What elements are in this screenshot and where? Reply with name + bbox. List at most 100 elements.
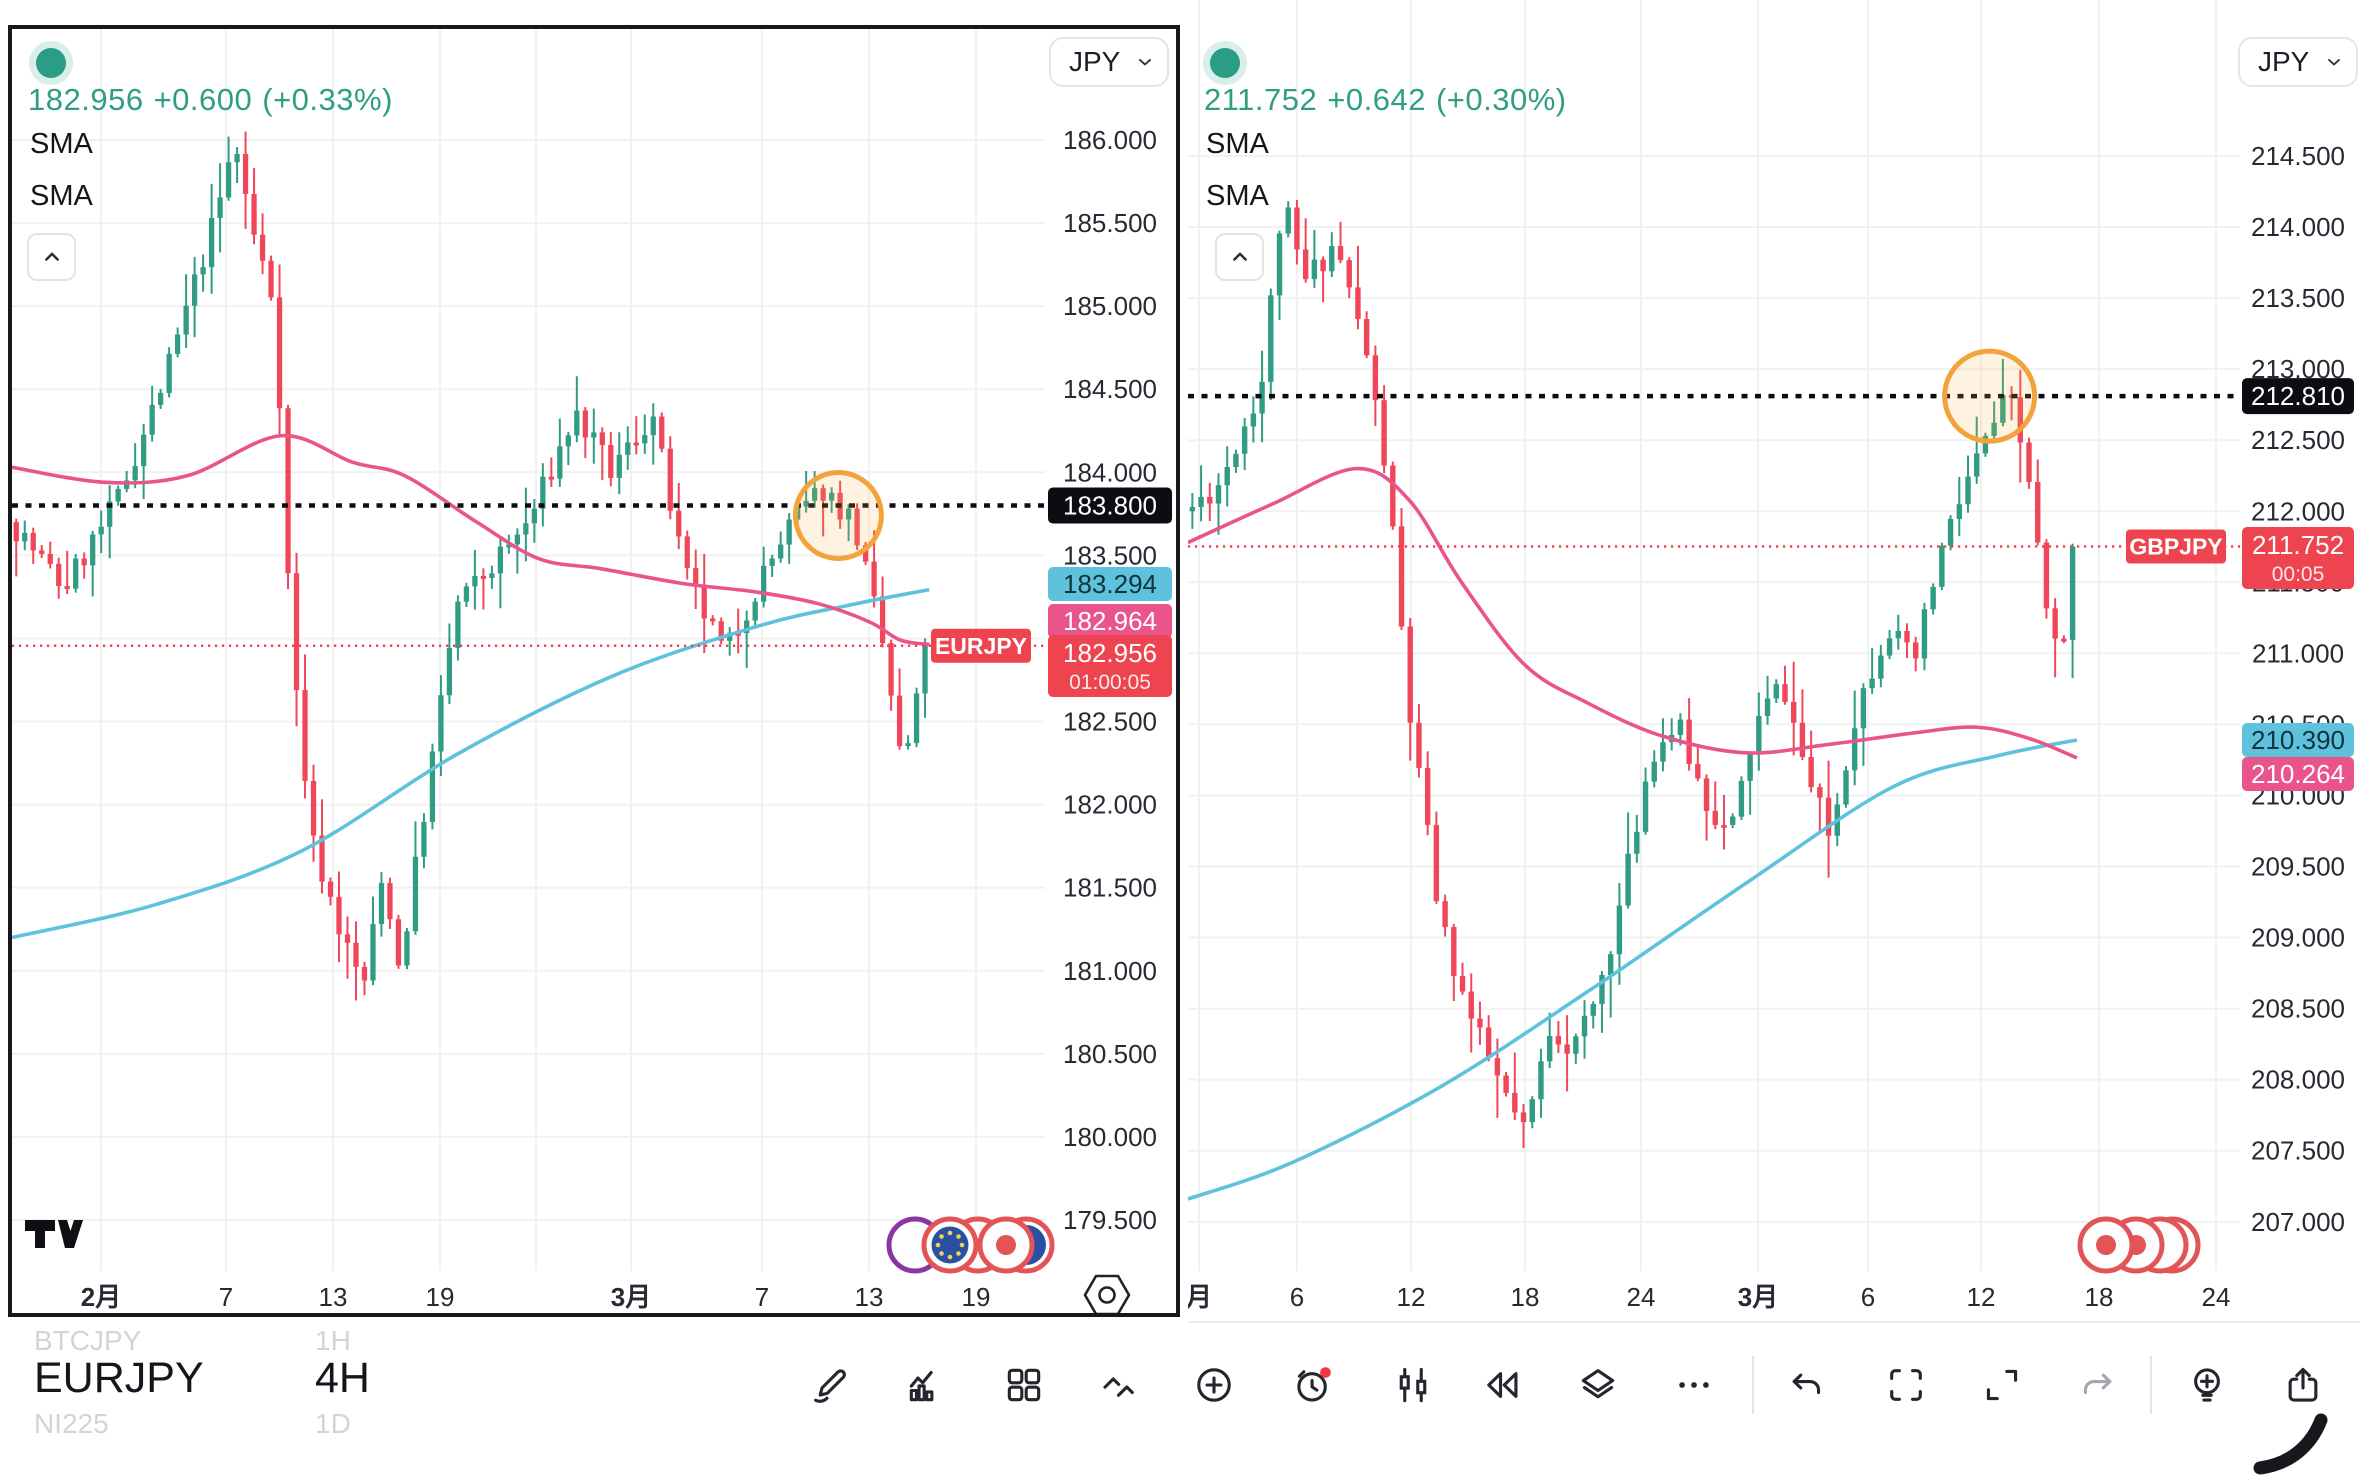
symbol-price-label[interactable]: EURJPY (931, 628, 1031, 663)
collapse-indicators-button[interactable] (1215, 233, 1264, 281)
level-price-tag[interactable]: 183.800 (1048, 487, 1172, 524)
sma-fast-line[interactable] (12, 433, 930, 647)
expand-icon[interactable] (1979, 1362, 2025, 1408)
price-axis[interactable]: 186.000 185.500 185.000 184.500 184.000 183.5… (1063, 125, 1157, 1235)
collapse-indicators-button[interactable] (27, 233, 76, 281)
price-change-pct: (+0.30%) (1435, 82, 1567, 117)
replay-icon[interactable] (1479, 1362, 1525, 1408)
currency-selector[interactable]: JPY (2238, 37, 2358, 87)
more-icon[interactable] (1671, 1362, 1717, 1408)
gbpjpy-chart-canvas[interactable]: 214.500214.000213.500213.000212.500212.0… (1188, 0, 2360, 1325)
picker-symbol: EURJPY (34, 1354, 204, 1402)
indicator-label-sma2[interactable]: SMA (30, 180, 93, 212)
object-tree-icon[interactable] (1575, 1362, 1621, 1408)
svg-text:13: 13 (319, 1282, 348, 1312)
svg-text:212.000: 212.000 (2251, 496, 2345, 526)
last-price-tag[interactable]: 182.956 01:00:05 (1048, 635, 1172, 697)
svg-text:6: 6 (1861, 1282, 1875, 1312)
svg-text:182.500: 182.500 (1063, 707, 1157, 737)
drawing-tools-icon[interactable] (808, 1362, 854, 1408)
svg-text:183.800: 183.800 (1063, 491, 1157, 521)
price-axis[interactable]: 214.500214.000213.500213.000212.500212.0… (2251, 141, 2345, 1237)
chevron-up-icon (1232, 252, 1247, 261)
bar-style-icon[interactable] (1390, 1362, 1436, 1408)
svg-text:182.964: 182.964 (1063, 606, 1157, 636)
highlight-circle-annotation[interactable] (1942, 348, 2038, 444)
last-price-tag[interactable]: 211.752 00:05 (2242, 527, 2354, 589)
svg-text:01:00:05: 01:00:05 (1069, 671, 1151, 694)
svg-text:12: 12 (1397, 1282, 1426, 1312)
add-icon[interactable] (1191, 1362, 1237, 1408)
time-axis[interactable]: 2月 7 13 19 3月 7 13 19 (81, 1282, 991, 1312)
calendar-event-badges[interactable] (2077, 1216, 2201, 1274)
redo-icon[interactable] (2074, 1362, 2120, 1408)
picker-timeframe: 1H (315, 1325, 351, 1356)
price-change: +0.600 (153, 82, 253, 117)
svg-text:13: 13 (855, 1282, 884, 1312)
highlight-circle-annotation[interactable] (792, 469, 884, 561)
picker-timeframe: 4H (315, 1354, 370, 1402)
svg-text:181.500: 181.500 (1063, 873, 1157, 903)
svg-text:3月: 3月 (1738, 1282, 1778, 1312)
svg-text:207.500: 207.500 (2251, 1136, 2345, 1166)
picker-timeframe: 1D (315, 1408, 351, 1439)
indicator-label-sma1[interactable]: SMA (1206, 128, 1269, 160)
svg-text:181.000: 181.000 (1063, 956, 1157, 986)
svg-text:209.500: 209.500 (2251, 852, 2345, 882)
candles-layer (1189, 199, 2076, 1149)
fullscreen-icon[interactable] (1883, 1362, 1929, 1408)
sma-fast-line[interactable] (1188, 466, 2078, 760)
alerts-icon[interactable] (1290, 1362, 1336, 1408)
svg-text:180.500: 180.500 (1063, 1039, 1157, 1069)
sma-fast-price-tag[interactable]: 210.264 (2242, 757, 2354, 791)
svg-text:19: 19 (962, 1282, 991, 1312)
svg-text:00:05: 00:05 (2272, 563, 2325, 586)
sma-slow-price-tag[interactable]: 210.390 (2242, 723, 2354, 757)
chart-settings-icon[interactable] (1083, 1274, 1131, 1313)
svg-text:月: 月 (1188, 1282, 1212, 1312)
indicator-label-sma2[interactable]: SMA (1206, 180, 1269, 212)
sma-fast-price-tag[interactable]: 182.964 (1048, 604, 1172, 638)
svg-text:183.294: 183.294 (1063, 569, 1157, 599)
time-axis[interactable]: 月 6 12 18 24 3月 6 12 18 24 (1188, 1282, 2230, 1312)
sma-slow-line[interactable] (12, 587, 930, 940)
price-change-pct: (+0.33%) (262, 82, 393, 117)
indicators-icon[interactable] (903, 1362, 949, 1408)
compare-icon[interactable] (1097, 1362, 1143, 1408)
picker-symbol: BTCJPY (34, 1325, 142, 1356)
layout-icon[interactable] (1001, 1362, 1047, 1408)
sma-slow-price-tag[interactable]: 183.294 (1048, 567, 1172, 601)
svg-text:208.500: 208.500 (2251, 994, 2345, 1024)
last-price: 211.752 (1204, 82, 1318, 117)
calendar-event-badges[interactable] (886, 1216, 1055, 1274)
share-icon[interactable] (2280, 1362, 2326, 1408)
currency-selector[interactable]: JPY (1049, 37, 1169, 87)
grid (1188, 0, 2240, 1271)
candles-layer (13, 131, 928, 1001)
grid (12, 29, 1045, 1271)
svg-text:7: 7 (755, 1282, 769, 1312)
level-price-tag[interactable]: 212.810 (2242, 378, 2354, 415)
svg-text:210.264: 210.264 (2251, 759, 2345, 789)
svg-text:209.000: 209.000 (2251, 923, 2345, 953)
svg-text:183.500: 183.500 (1063, 540, 1157, 570)
svg-text:212.810: 212.810 (2251, 381, 2345, 411)
svg-text:19: 19 (426, 1282, 455, 1312)
toolbar-divider (1752, 1356, 1754, 1414)
sma-slow-line[interactable] (1188, 738, 2078, 1201)
eurjpy-chart-canvas[interactable]: 186.000 185.500 185.000 184.500 184.000 183.5… (12, 29, 1176, 1313)
undo-icon[interactable] (1784, 1362, 1830, 1408)
symbol-price-label[interactable]: GBPJPY (2126, 529, 2226, 564)
svg-text:184.500: 184.500 (1063, 374, 1157, 404)
svg-text:GBPJPY: GBPJPY (2129, 533, 2222, 559)
toolbar-divider (2150, 1356, 2152, 1414)
indicator-label-sma1[interactable]: SMA (30, 128, 93, 160)
svg-text:186.000: 186.000 (1063, 125, 1157, 155)
svg-text:214.500: 214.500 (2251, 141, 2345, 171)
ideas-icon[interactable] (2184, 1362, 2230, 1408)
svg-text:211.752: 211.752 (2252, 530, 2344, 560)
tradingview-logo[interactable] (25, 1220, 83, 1248)
svg-text:2月: 2月 (81, 1282, 121, 1312)
svg-text:180.000: 180.000 (1063, 1122, 1157, 1152)
svg-text:6: 6 (1290, 1282, 1304, 1312)
